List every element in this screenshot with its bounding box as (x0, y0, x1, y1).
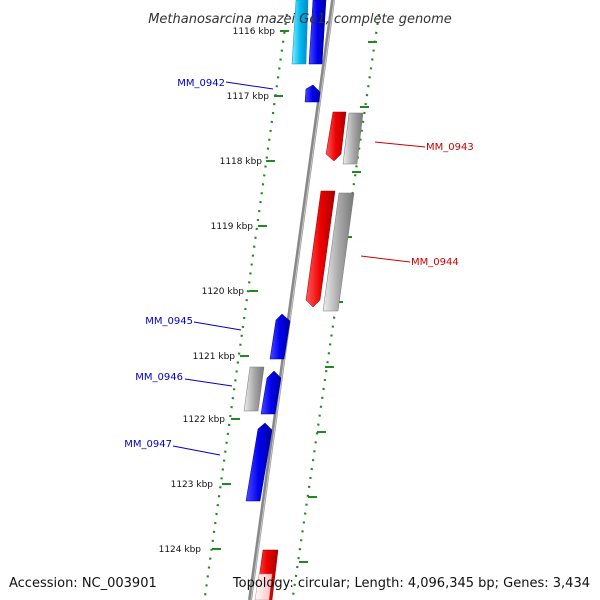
gene-pseudo-bottom[interactable] (254, 573, 273, 600)
tick-label-1122: 1122 kbp (183, 415, 226, 425)
leader-mm-0946 (184, 378, 233, 387)
gene-mm-0944-pseudo[interactable] (322, 192, 355, 312)
genome-backbone (248, 0, 335, 600)
gene-mm-0945[interactable] (269, 313, 291, 360)
gene-mm-0946-pseudo[interactable] (243, 366, 265, 412)
gene-label-mm-0943[interactable]: MM_0943 (426, 142, 474, 153)
leader-mm-0943 (374, 141, 426, 148)
gene-mm-0947[interactable] (245, 422, 273, 502)
leader-mm-0942 (225, 81, 274, 90)
gene-label-mm-0942[interactable]: MM_0942 (177, 78, 225, 89)
gene-highlight-top[interactable] (291, 0, 309, 65)
gene-label-mm-0945[interactable]: MM_0945 (145, 316, 193, 327)
tick-label-1117: 1117 kbp (227, 92, 270, 102)
inner-scale-ticks (212, 30, 289, 550)
gene-label-mm-0946[interactable]: MM_0946 (135, 372, 183, 383)
gene-label-mm-0947[interactable]: MM_0947 (124, 439, 172, 450)
map-title: Methanosarcina mazei Go1, complete genom… (148, 12, 452, 27)
tick-label-1116: 1116 kbp (233, 27, 276, 37)
gene-mm-0946[interactable] (260, 370, 282, 415)
tick-label-1119: 1119 kbp (211, 222, 254, 232)
tick-label-1118: 1118 kbp (220, 157, 263, 167)
genome-summary-text: Topology: circular; Length: 4,096,345 bp… (232, 576, 590, 591)
gene-mm-0943[interactable] (325, 111, 347, 162)
gene-mm-0943-pseudo[interactable] (342, 112, 364, 165)
tick-label-1121: 1121 kbp (193, 352, 236, 362)
accession-text: Accession: NC_003901 (9, 576, 157, 591)
gene-mm-0944[interactable] (305, 190, 336, 308)
leader-mm-0944 (360, 255, 411, 263)
tick-label-1120: 1120 kbp (202, 287, 245, 297)
leader-mm-0947 (172, 445, 221, 456)
gene-forward-top[interactable] (308, 0, 327, 65)
tick-label-1124: 1124 kbp (159, 545, 202, 555)
leader-mm-0945 (193, 321, 242, 331)
gene-mm-0942[interactable] (304, 84, 321, 103)
gene-label-mm-0944[interactable]: MM_0944 (411, 257, 459, 268)
tick-label-1123: 1123 kbp (171, 480, 214, 490)
